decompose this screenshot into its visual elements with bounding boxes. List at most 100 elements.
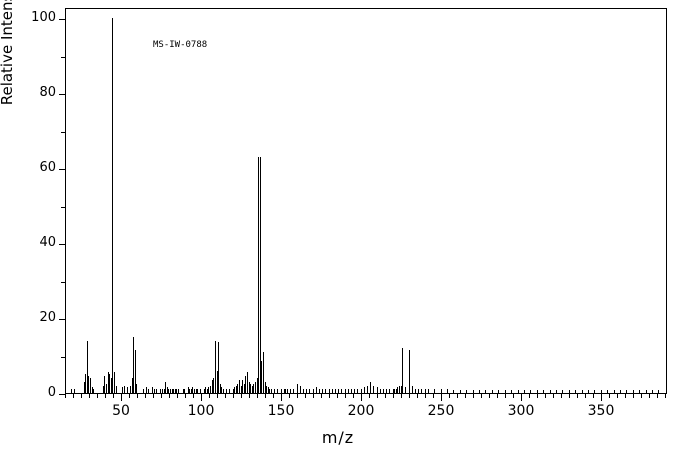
spectrum-peak bbox=[192, 387, 193, 393]
spectrum-peak bbox=[215, 340, 216, 393]
x-tick-minor bbox=[161, 394, 162, 398]
x-tick-minor bbox=[505, 394, 506, 398]
x-tick-minor bbox=[145, 394, 146, 398]
x-tick-minor bbox=[457, 394, 458, 398]
spectrum-peak bbox=[132, 378, 133, 393]
spectrum-peak bbox=[421, 389, 422, 393]
spectrum-peak bbox=[373, 385, 374, 393]
spectrum-peak bbox=[71, 388, 72, 393]
spectrum-peak bbox=[285, 388, 286, 393]
spectrum-peak bbox=[93, 388, 94, 393]
y-tick-major bbox=[59, 19, 65, 21]
x-tick-minor bbox=[89, 394, 90, 398]
spectrum-peak bbox=[92, 387, 93, 393]
y-axis-title: Relative Intensity bbox=[0, 0, 16, 106]
y-tick-major bbox=[59, 319, 65, 321]
spectrum-peak bbox=[652, 390, 653, 393]
spectrum-peak bbox=[271, 388, 272, 393]
spectrum-peak bbox=[188, 387, 189, 393]
spectrum-peak bbox=[397, 387, 398, 393]
spectrum-peak bbox=[233, 388, 234, 393]
spectrum-peak bbox=[646, 390, 647, 393]
spectrum-peak bbox=[466, 390, 467, 393]
x-tick-minor bbox=[265, 394, 266, 398]
x-tick-minor bbox=[425, 394, 426, 398]
spectrum-peak bbox=[114, 372, 115, 393]
spectrum-peak bbox=[111, 378, 112, 393]
spectrum-peak bbox=[133, 336, 134, 393]
x-tick-minor bbox=[649, 394, 650, 398]
x-tick-major bbox=[121, 394, 122, 401]
spectrum-peak bbox=[537, 390, 538, 393]
spectrum-peak bbox=[412, 386, 413, 393]
x-tick-minor bbox=[273, 394, 274, 398]
x-tick-minor bbox=[153, 394, 154, 398]
spectrum-peak bbox=[575, 390, 576, 393]
spectrum-peak bbox=[335, 389, 336, 393]
spectrum-peak bbox=[234, 387, 235, 393]
spectrum-peak bbox=[109, 374, 110, 393]
spectrum-peak bbox=[316, 387, 317, 393]
x-tick-minor bbox=[353, 394, 354, 398]
spectrum-peak bbox=[194, 388, 195, 393]
spectrum-peak bbox=[103, 386, 104, 393]
spectrum-peak bbox=[364, 387, 365, 393]
spectrum-peak bbox=[127, 387, 128, 393]
y-tick-minor bbox=[61, 356, 65, 358]
y-tick-label: 80 bbox=[39, 85, 56, 101]
x-tick-minor bbox=[577, 394, 578, 398]
spectrum-peak bbox=[266, 385, 267, 393]
spectrum-peak bbox=[607, 390, 608, 393]
spectrum-peak bbox=[172, 388, 173, 393]
x-tick-minor bbox=[641, 394, 642, 398]
x-tick-minor bbox=[657, 394, 658, 398]
spectrum-peak bbox=[217, 370, 218, 393]
spectrum-peak bbox=[277, 389, 278, 393]
spectrum-peak bbox=[244, 383, 245, 393]
spectrum-peak bbox=[620, 390, 621, 393]
x-tick-minor bbox=[249, 394, 250, 398]
spectrum-peak bbox=[377, 387, 378, 393]
spectrum-peak bbox=[297, 383, 298, 393]
x-tick-minor bbox=[297, 394, 298, 398]
x-tick-minor bbox=[401, 394, 402, 398]
spectrum-peak bbox=[485, 390, 486, 393]
spectrum-peak bbox=[453, 390, 454, 393]
spectrum-peak bbox=[287, 389, 288, 393]
spectrum-peak bbox=[269, 388, 270, 393]
spectrum-peak bbox=[518, 390, 519, 393]
spectrum-peak bbox=[319, 388, 320, 393]
spectrum-peak bbox=[345, 389, 346, 393]
x-tick-minor bbox=[537, 394, 538, 398]
spectrum-peak bbox=[386, 389, 387, 393]
x-tick-major bbox=[601, 394, 602, 401]
spectrum-peak bbox=[367, 385, 368, 393]
spectrum-peak bbox=[325, 388, 326, 393]
spectrum-peak bbox=[354, 388, 355, 393]
x-tick-label: 150 bbox=[267, 403, 295, 419]
y-axis-ticks: 0 20 40 60 80 100 bbox=[31, 8, 667, 400]
sample-id-label: MS-IW-0788 bbox=[153, 40, 208, 50]
x-tick-minor bbox=[129, 394, 130, 398]
spectrum-peak bbox=[434, 389, 435, 393]
spectrum-peak bbox=[492, 390, 493, 393]
spectrum-peak bbox=[196, 389, 197, 393]
spectrum-peak bbox=[241, 385, 242, 393]
spectrum-peak bbox=[200, 389, 201, 393]
spectrum-peak bbox=[313, 389, 314, 393]
spectrum-peak bbox=[524, 390, 525, 393]
x-tick-minor bbox=[289, 394, 290, 398]
x-tick-label: 300 bbox=[507, 403, 535, 419]
spectrum-peak bbox=[167, 387, 168, 393]
x-tick-minor bbox=[433, 394, 434, 398]
spectrum-peak bbox=[479, 390, 480, 393]
spectrum-peak bbox=[252, 385, 253, 393]
spectrum-peak bbox=[389, 388, 390, 393]
spectrum-peak bbox=[274, 389, 275, 393]
spectrum-peak bbox=[84, 381, 85, 393]
spectrum-peak bbox=[556, 390, 557, 393]
spectrum-peak bbox=[160, 389, 161, 393]
spectrum-peak bbox=[154, 388, 155, 393]
y-tick-major bbox=[59, 394, 65, 395]
x-tick-minor bbox=[81, 394, 82, 398]
